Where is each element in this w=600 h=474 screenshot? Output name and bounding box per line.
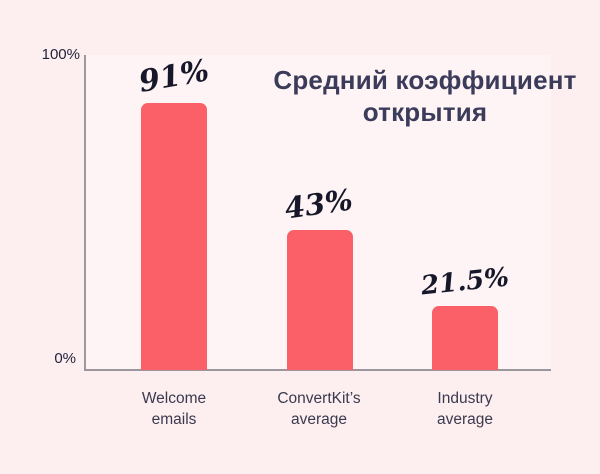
x-axis-label-welcome-emails: Welcome emails <box>141 390 207 428</box>
bar-industry-average <box>432 306 498 370</box>
x-axis-line <box>84 369 551 371</box>
y-axis-tick-100: 100% <box>41 46 80 63</box>
x-axis-label-convertkit-average: ConvertKit’s average <box>277 390 361 428</box>
bar-convertkit-average <box>287 230 353 370</box>
y-axis-tick-0: 0% <box>54 350 76 367</box>
chart-title: Средний коэффициент открытия <box>273 65 577 127</box>
bar-welcome-emails <box>141 103 207 370</box>
x-axis-label-industry-average: Industry average <box>436 390 493 428</box>
y-axis-line <box>84 55 86 371</box>
